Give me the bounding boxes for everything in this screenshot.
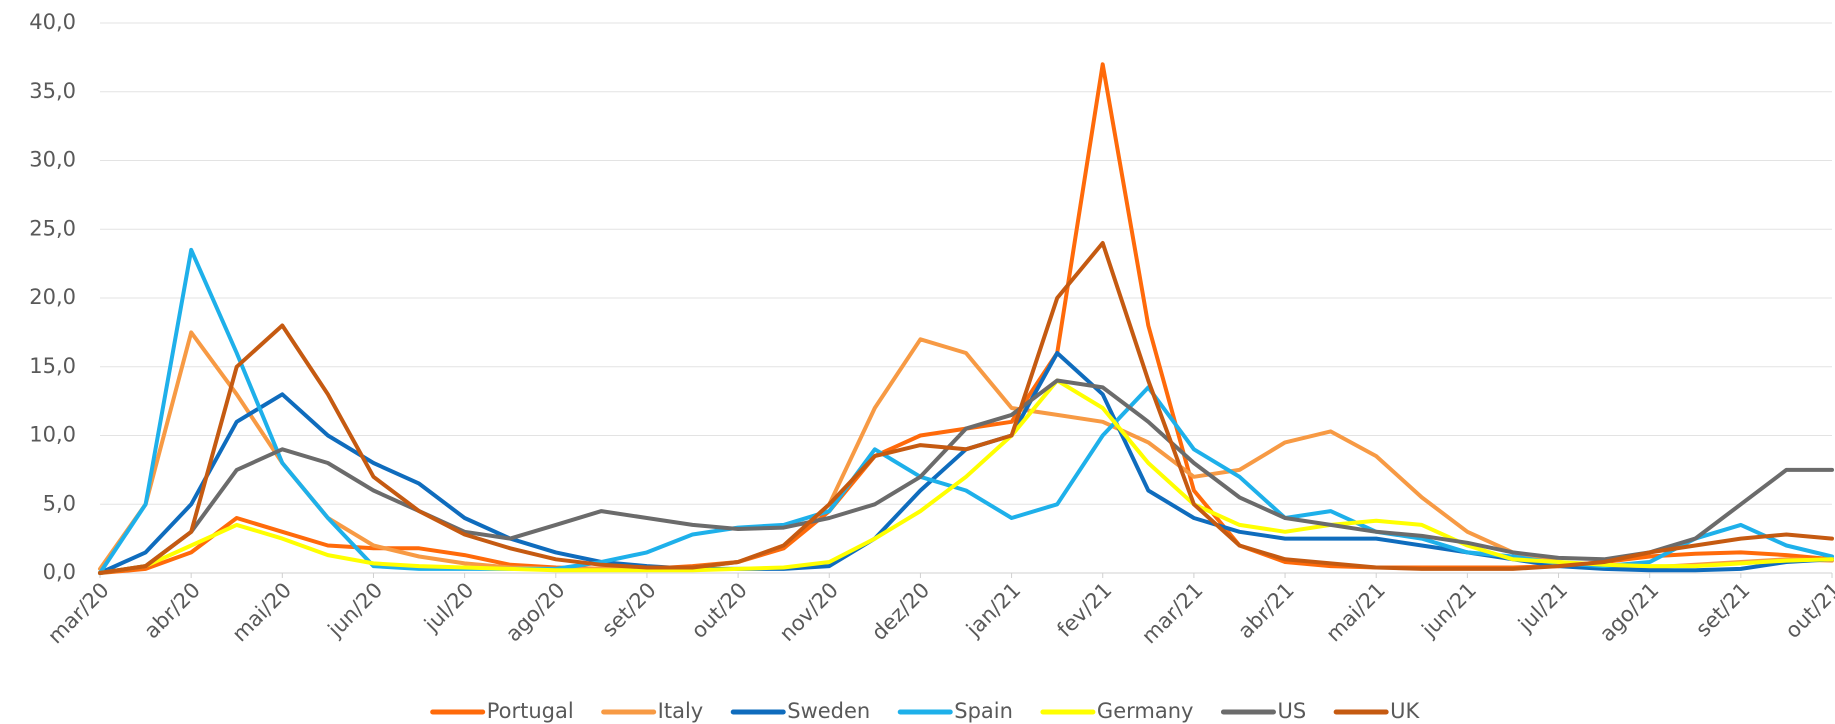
x-tick-label: jul/20 [419,578,478,637]
y-tick-label: 40,0 [29,10,76,34]
series-line [98,241,1834,575]
x-tick-label: set/21 [1691,578,1755,642]
x-tick-label: ago/20 [501,578,569,646]
x-tick-label: fev/21 [1052,578,1116,642]
x-tick-label: mai/21 [1321,578,1390,647]
legend: Portugal Italy Sweden Spain Germany US UK [430,699,1421,723]
x-tick-label: abr/20 [139,578,205,644]
x-tick-label: jul/21 [1513,578,1572,637]
y-tick-label: 0,0 [43,560,76,584]
x-tick-label: ago/21 [1595,578,1663,646]
x-tick-label: mai/20 [228,578,297,647]
legend-label: Germany [1097,699,1194,723]
series-line [98,351,1834,575]
x-tick-label: jun/20 [323,578,388,643]
x-tick-label: abr/21 [1233,578,1299,644]
x-tick-label: set/20 [597,578,661,642]
series-line [98,62,1834,575]
y-tick-label: 20,0 [29,285,76,309]
y-tick-label: 15,0 [29,354,76,378]
x-tick-label: mar/20 [43,578,114,649]
x-tick-label: out/20 [687,578,752,643]
legend-label: Spain [954,699,1013,723]
legend-label: Sweden [787,699,870,723]
x-tick-label: jan/21 [961,578,1025,642]
y-tick-label: 10,0 [29,423,76,447]
legend-label: Italy [658,699,704,723]
y-tick-label: 35,0 [29,79,76,103]
y-tick-label: 5,0 [43,491,76,515]
legend-label: UK [1390,699,1420,723]
legend-label: US [1277,699,1306,723]
x-tick-label: jun/21 [1417,578,1482,643]
legend-label: Portugal [487,699,574,723]
x-tick-label: mar/21 [1137,578,1208,649]
y-tick-label: 30,0 [29,148,76,172]
series-line [98,378,1834,575]
x-tick-label: dez/20 [867,578,934,645]
x-tick-label: out/21 [1781,578,1835,643]
y-tick-label: 25,0 [29,216,76,240]
series-line [98,378,1834,575]
x-tick-label: nov/20 [775,578,843,646]
series-line [98,330,1834,571]
